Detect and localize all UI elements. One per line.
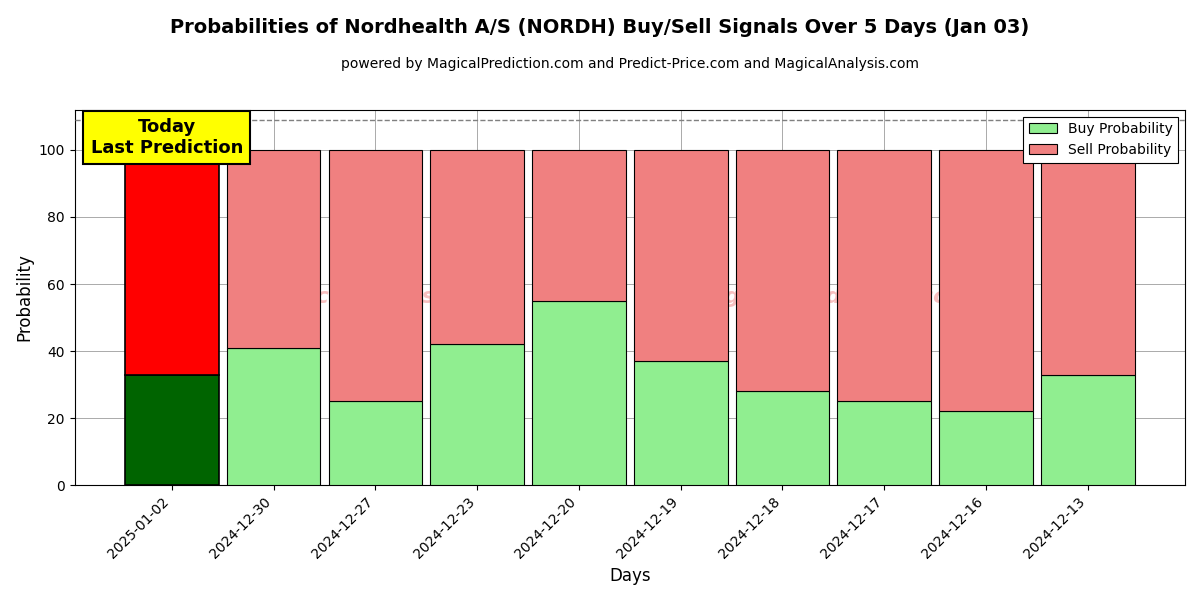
Bar: [125, 374, 218, 485]
Bar: [736, 150, 829, 391]
Bar: [227, 348, 320, 485]
Bar: [838, 150, 931, 401]
X-axis label: Days: Days: [610, 567, 650, 585]
Bar: [329, 401, 422, 485]
Bar: [1040, 150, 1134, 374]
Bar: [940, 412, 1033, 485]
Bar: [227, 150, 320, 348]
Bar: [431, 150, 524, 344]
Bar: [532, 150, 625, 301]
Text: Probabilities of Nordhealth A/S (NORDH) Buy/Sell Signals Over 5 Days (Jan 03): Probabilities of Nordhealth A/S (NORDH) …: [170, 18, 1030, 37]
Text: MagicalPrediction.com: MagicalPrediction.com: [688, 287, 972, 307]
Bar: [329, 150, 422, 401]
Bar: [634, 150, 727, 361]
Text: MagicalAnalysis.com: MagicalAnalysis.com: [256, 287, 516, 307]
Bar: [431, 344, 524, 485]
Bar: [125, 150, 218, 374]
Bar: [634, 361, 727, 485]
Bar: [532, 301, 625, 485]
Bar: [940, 150, 1033, 412]
Bar: [736, 391, 829, 485]
Text: Today
Last Prediction: Today Last Prediction: [91, 118, 244, 157]
Bar: [838, 401, 931, 485]
Legend: Buy Probability, Sell Probability: Buy Probability, Sell Probability: [1024, 116, 1178, 163]
Title: powered by MagicalPrediction.com and Predict-Price.com and MagicalAnalysis.com: powered by MagicalPrediction.com and Pre…: [341, 57, 919, 71]
Bar: [1040, 374, 1134, 485]
Y-axis label: Probability: Probability: [16, 253, 34, 341]
